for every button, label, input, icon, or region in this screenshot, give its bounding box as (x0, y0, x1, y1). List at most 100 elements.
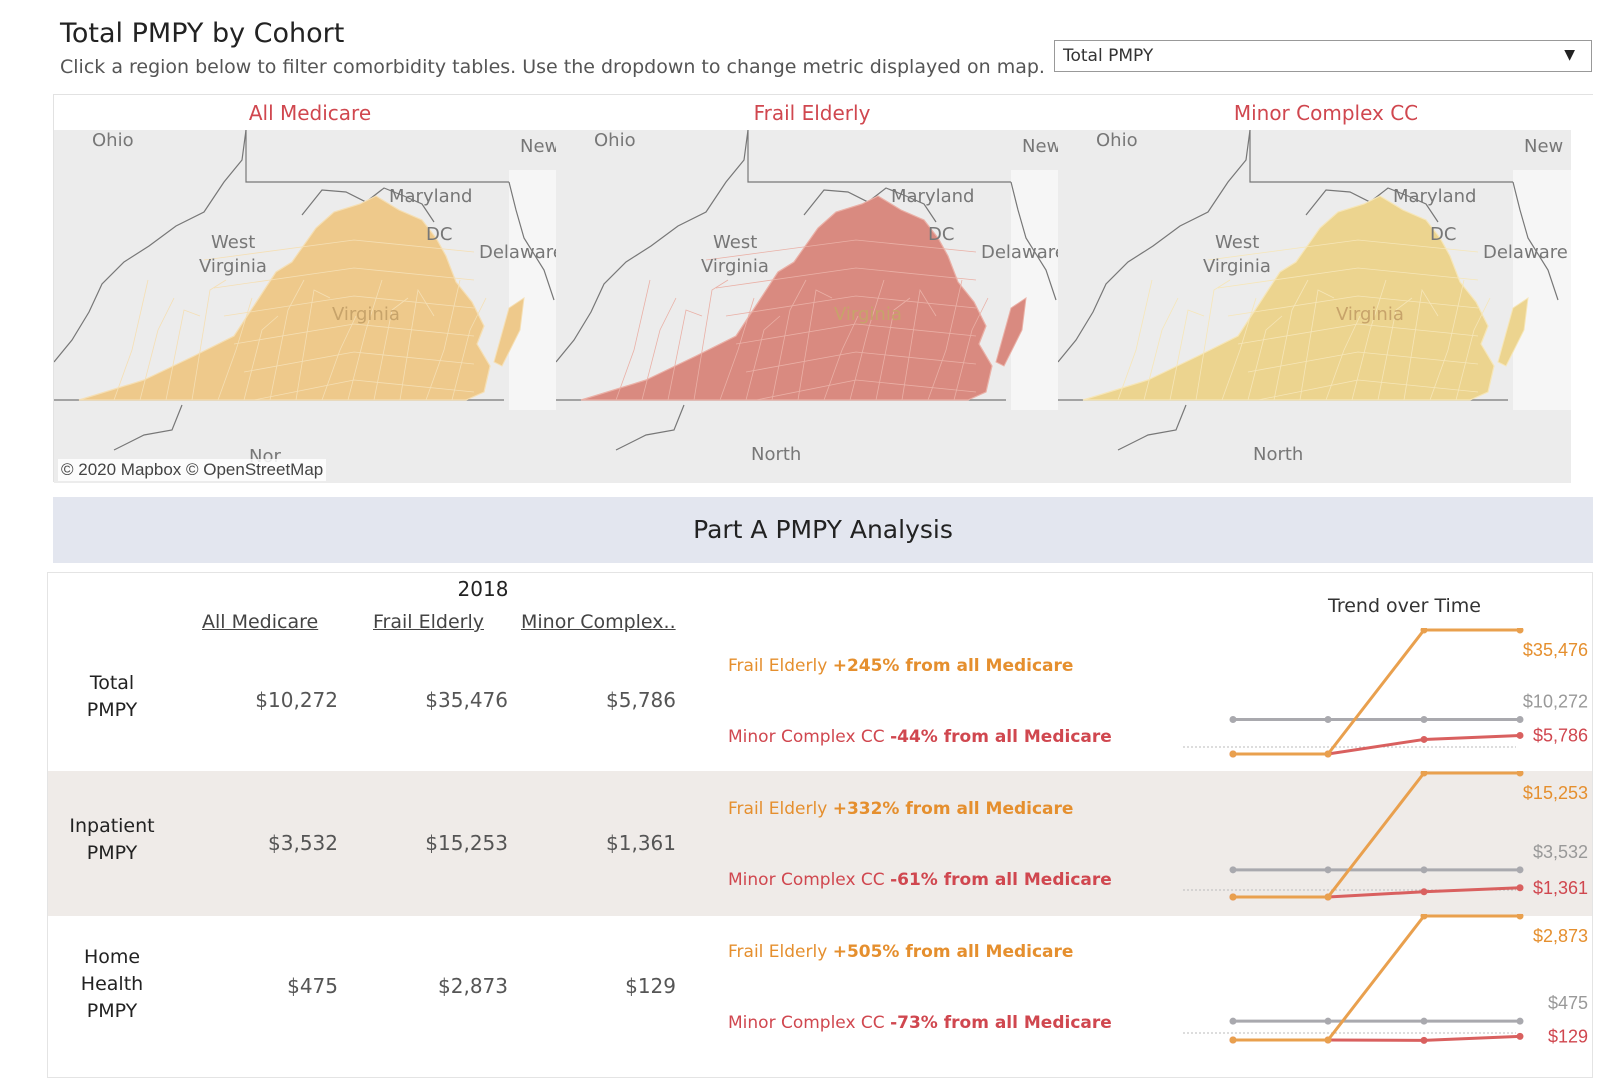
chevron-down-icon: ▼ (1564, 47, 1575, 63)
map-label-maryland: Maryland (389, 186, 472, 207)
map-label-ohio: Ohio (1096, 130, 1138, 151)
trend-point (1516, 884, 1524, 892)
column-header-frail-elderly[interactable]: Frail Elderly (373, 611, 484, 633)
trend-point (1516, 866, 1524, 874)
map-panel-frail-elderly[interactable]: Frail Elderly Ohio New Maryland DC West Virgi… (556, 95, 1069, 483)
trend-point (1420, 716, 1428, 724)
value-frail-elderly: $15,253 (425, 831, 508, 855)
trend-point (1420, 888, 1428, 896)
map-title: All Medicare (248, 101, 372, 125)
map-label-virginia: Virginia (1336, 304, 1404, 325)
virginia-region (580, 195, 993, 401)
map-label-virginia: Virginia (332, 304, 400, 325)
state-border (1117, 404, 1187, 451)
state-border (615, 404, 685, 451)
column-header-minor-complex[interactable]: Minor Complex.. (521, 611, 676, 633)
county-lines (113, 239, 487, 401)
table-row[interactable]: Total PMPY $10,272 $35,476 $5,786 Frail E… (48, 628, 1592, 773)
water-area (1513, 170, 1571, 410)
virginia-region (78, 195, 491, 401)
region-map[interactable]: Ohio New Maryland DC West Virginia Delaware Vir… (556, 130, 1069, 483)
trend-point (1229, 893, 1237, 901)
value-minor-complex: $5,786 (606, 688, 676, 712)
trend-label-minor: $5,786 (1533, 725, 1588, 745)
map-panel-all-medicare[interactable]: All Medicare Ohio New Maryland DC West Virgin… (54, 95, 567, 483)
trend-label-frail: $35,476 (1523, 640, 1588, 660)
map-label-new: New (520, 136, 559, 157)
map-label-delaware: Delaware (981, 242, 1066, 263)
county-lines (1117, 239, 1491, 401)
state-border (1512, 181, 1559, 301)
trend-point (1324, 866, 1332, 874)
map-title: Frail Elderly (753, 101, 871, 125)
map-label-dc: DC (1430, 224, 1456, 245)
column-header-all-medicare[interactable]: All Medicare (202, 611, 319, 633)
trend-label-all: $3,532 (1533, 842, 1588, 862)
map-attribution: © 2020 Mapbox © OpenStreetMap (58, 459, 327, 481)
map-label-virginia: Virginia (834, 304, 902, 325)
eastern-shore-region (1497, 296, 1529, 367)
trend-point (1229, 1017, 1237, 1025)
map-label-ohio: Ohio (92, 130, 134, 151)
map-panel-minor-complex[interactable]: Minor Complex CC Ohio New Maryland DC West Vi… (1058, 95, 1594, 483)
trend-point (1420, 771, 1428, 777)
trend-sparkline: $15,253 $3,532 $1,361 (1183, 771, 1588, 901)
trend-label-all: $10,272 (1523, 692, 1588, 712)
section-title: Part A PMPY Analysis (53, 497, 1593, 563)
frail-change-note: Frail Elderly +332% from all Medicare (728, 799, 1074, 819)
trend-point (1420, 735, 1428, 743)
trend-point (1516, 1032, 1524, 1040)
value-all-medicare: $475 (287, 974, 338, 998)
map-label-west-virginia: Virginia (1203, 256, 1271, 277)
region-map[interactable]: Ohio New Maryland DC West Virginia Delaware Vir… (54, 130, 567, 483)
table-row[interactable]: Inpatient PMPY $3,532 $15,253 $1,361 Frai… (48, 771, 1592, 916)
trend-point (1516, 716, 1524, 724)
trend-sparkline: $35,476 $10,272 $5,786 (1183, 628, 1588, 758)
state-border (245, 130, 509, 183)
trend-point (1324, 1036, 1332, 1044)
value-frail-elderly: $2,873 (438, 974, 508, 998)
trend-point (1229, 1036, 1237, 1044)
trend-point (1516, 771, 1524, 777)
state-border (1010, 181, 1057, 301)
row-label: Inpatient PMPY (69, 815, 155, 864)
frail-elderly-trend (1233, 628, 1520, 756)
metric-dropdown[interactable]: Total PMPY ▼ (1054, 40, 1592, 72)
trend-point (1420, 1036, 1428, 1044)
county-lines (615, 239, 989, 401)
trend-point (1229, 750, 1237, 758)
minor-change-note: Minor Complex CC -73% from all Medicare (728, 1013, 1112, 1033)
trend-label-frail: $2,873 (1533, 926, 1588, 946)
map-label-delaware: Delaware (479, 242, 564, 263)
metric-dropdown-value: Total PMPY (1063, 46, 1154, 66)
state-border (1305, 187, 1439, 223)
value-all-medicare: $3,532 (268, 831, 338, 855)
trend-point (1516, 628, 1524, 634)
trend-label-all: $475 (1548, 993, 1588, 1013)
trend-point (1516, 731, 1524, 739)
value-all-medicare: $10,272 (255, 688, 338, 712)
state-border (508, 181, 555, 301)
pmpy-table: 2018 All Medicare Frail Elderly Minor Co… (47, 572, 1593, 1078)
map-label-west-virginia: Virginia (701, 256, 769, 277)
cohort-maps: All Medicare Ohio New Maryland DC West Virgin… (53, 94, 1594, 483)
region-map[interactable]: Ohio New Maryland DC West Virginia Delaware Vir… (1058, 130, 1571, 483)
page-subtitle: Click a region below to filter comorbidi… (60, 56, 1045, 78)
state-border (301, 187, 435, 223)
state-border (803, 187, 937, 223)
trend-label-minor: $129 (1548, 1026, 1588, 1046)
trend-point (1324, 1017, 1332, 1025)
map-label-west-virginia: Virginia (199, 256, 267, 277)
state-border (556, 130, 749, 363)
map-label-west: West (1215, 232, 1259, 253)
state-border (1058, 130, 1251, 363)
map-label-new: New (1524, 136, 1563, 157)
page-title: Total PMPY by Cohort (60, 18, 345, 49)
table-row[interactable]: Home Health PMPY $475 $2,873 $129 Frail El… (48, 914, 1592, 1059)
trend-point (1420, 1017, 1428, 1025)
map-label-new: New (1022, 136, 1061, 157)
state-border (54, 130, 247, 363)
trend-header: Trend over Time (1328, 595, 1481, 617)
map-label-north: North (1253, 444, 1303, 465)
minor-change-note: Minor Complex CC -61% from all Medicare (728, 870, 1112, 890)
